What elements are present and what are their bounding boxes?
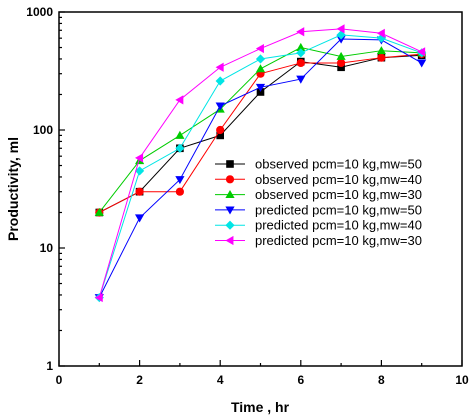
data-point: [256, 88, 265, 96]
legend-marker: [225, 235, 234, 246]
legend-label: predicted pcm=10 kg,mw=40: [255, 218, 422, 233]
data-point: [336, 35, 346, 44]
legend-item: predicted pcm=10 kg,mw=40: [215, 218, 422, 233]
data-point: [175, 176, 185, 185]
data-point: [175, 187, 184, 196]
data-point: [175, 95, 184, 105]
data-point: [175, 143, 185, 153]
data-point: [94, 207, 104, 216]
data-point: [336, 30, 346, 40]
legend-item: observed pcm=10 kg,mw=50: [215, 157, 422, 172]
legend-label: observed pcm=10 kg,mw=40: [255, 172, 422, 187]
data-point: [296, 42, 306, 51]
series-6: [94, 24, 426, 303]
data-point: [296, 48, 306, 58]
data-point: [417, 47, 426, 57]
data-point: [376, 28, 385, 38]
legend-marker: [225, 206, 235, 215]
x-axis-title: Time , hr: [231, 399, 290, 415]
data-point: [255, 64, 266, 73]
legend-marker: [225, 190, 235, 199]
x-tick-label: 4: [217, 373, 224, 387]
data-point: [135, 187, 144, 196]
data-point: [377, 53, 386, 62]
data-point: [215, 102, 225, 111]
data-point: [216, 131, 224, 140]
legend-marker: [225, 175, 235, 184]
x-tick-label: 8: [378, 373, 385, 387]
data-point: [296, 75, 306, 84]
data-point: [215, 76, 225, 86]
x-tick-label: 0: [56, 373, 63, 387]
data-point: [417, 59, 427, 68]
y-axis-title: Productivity, ml: [5, 137, 21, 241]
legend-item: observed pcm=10 kg,mw=30: [215, 187, 422, 202]
data-point: [216, 125, 225, 135]
legend-item: predicted pcm=10 kg,mw=50: [215, 202, 422, 217]
x-tick-label: 10: [455, 373, 469, 387]
y-tick-label: 1: [46, 359, 53, 373]
y-tick-label: 10: [40, 241, 54, 255]
legend-label: predicted pcm=10 kg,mw=50: [255, 202, 422, 217]
data-point: [376, 33, 386, 43]
series-layer: [94, 24, 427, 303]
data-point: [336, 51, 346, 60]
data-point: [296, 58, 305, 68]
data-point: [336, 24, 345, 34]
data-point: [337, 63, 345, 72]
y-tick-label: 1000: [26, 5, 53, 19]
legend-label: observed pcm=10 kg,mw=50: [255, 157, 422, 172]
data-point: [376, 46, 386, 55]
y-tick-label: 100: [33, 123, 53, 137]
data-point: [215, 62, 224, 72]
x-axis: 0 2 4 6 8 10: [56, 360, 469, 387]
data-point: [337, 58, 346, 68]
data-point: [255, 54, 266, 64]
legend-label: predicted pcm=10 kg,mw=30: [255, 233, 422, 248]
legend-marker: [226, 160, 234, 168]
legend-item: predicted pcm=10 kg,mw=30: [215, 233, 422, 248]
x-tick-label: 2: [136, 373, 143, 387]
data-point: [135, 166, 145, 176]
x-tick-label: 6: [297, 373, 304, 387]
data-point: [94, 292, 103, 303]
data-point: [135, 153, 144, 163]
data-point: [296, 27, 305, 37]
legend-label: observed pcm=10 kg,mw=30: [255, 187, 422, 202]
y-axis: 1 10 100 1000: [26, 5, 65, 373]
data-point: [255, 43, 264, 54]
data-point: [135, 214, 145, 223]
legend-item: observed pcm=10 kg,mw=40: [215, 172, 422, 187]
data-point: [255, 83, 266, 92]
data-point: [175, 130, 185, 139]
legend-marker: [225, 220, 235, 230]
